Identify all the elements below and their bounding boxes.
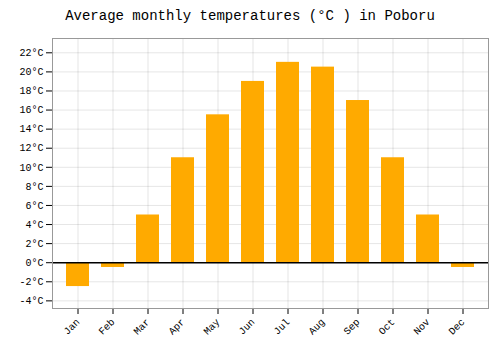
svg-text:Jul: Jul [272, 317, 293, 338]
svg-text:Aug: Aug [307, 317, 328, 338]
svg-text:May: May [202, 317, 223, 338]
svg-text:18°C: 18°C [19, 86, 43, 97]
svg-text:Dec: Dec [447, 317, 468, 338]
svg-text:-2°C: -2°C [19, 277, 43, 288]
svg-text:Jan: Jan [62, 317, 83, 338]
svg-text:4°C: 4°C [25, 220, 43, 231]
svg-text:Feb: Feb [97, 317, 118, 338]
svg-text:12°C: 12°C [19, 143, 43, 154]
svg-text:6°C: 6°C [25, 201, 43, 212]
svg-text:Jun: Jun [237, 317, 258, 338]
svg-text:-4°C: -4°C [19, 296, 43, 307]
svg-text:Apr: Apr [167, 317, 188, 338]
svg-text:16°C: 16°C [19, 105, 43, 116]
svg-text:10°C: 10°C [19, 162, 43, 173]
svg-text:Oct: Oct [377, 317, 398, 338]
svg-text:Mar: Mar [132, 317, 153, 338]
svg-text:22°C: 22°C [19, 48, 43, 59]
svg-text:Sep: Sep [342, 317, 363, 338]
html-text:Average monthly temperatures (: Average monthly temperatures (°C ) in Po… [65, 8, 435, 24]
svg-text:8°C: 8°C [25, 182, 43, 193]
svg-text:14°C: 14°C [19, 124, 43, 135]
svg-text:20°C: 20°C [19, 67, 43, 78]
svg-text:Nov: Nov [412, 317, 433, 338]
svg-text:0°C: 0°C [25, 258, 43, 269]
svg-text:2°C: 2°C [25, 239, 43, 250]
